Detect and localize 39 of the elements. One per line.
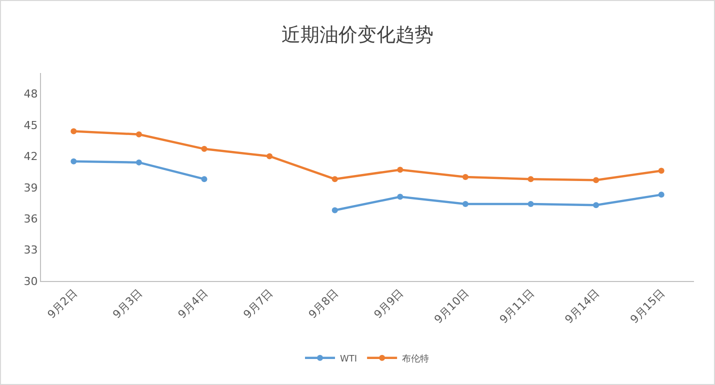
- point: [332, 176, 338, 182]
- y-tick-label: 30: [24, 274, 38, 288]
- x-tick-label: 9月8日: [306, 286, 341, 322]
- x-tick-label: 9月14日: [562, 286, 602, 326]
- y-tick-label: 45: [24, 118, 38, 132]
- point: [201, 146, 208, 152]
- point: [70, 128, 77, 134]
- y-tick-label: 33: [24, 244, 38, 257]
- point: [201, 176, 208, 182]
- point: [658, 192, 664, 198]
- point: [70, 158, 77, 164]
- point: [266, 153, 273, 160]
- point: [593, 177, 600, 184]
- y-tick-label: 36: [24, 212, 38, 226]
- point: [397, 194, 404, 200]
- x-tick-label: 9月9日: [372, 286, 406, 322]
- point: [136, 159, 142, 166]
- x-tick-label: 9月3日: [110, 286, 145, 322]
- x-tick-label: 9月11日: [497, 286, 537, 326]
- y-tick-label: 42: [24, 150, 38, 164]
- legend-label: 布伦特: [402, 353, 430, 364]
- x-tick-label: 9月10日: [432, 286, 472, 326]
- point: [528, 201, 534, 208]
- point: [332, 207, 338, 214]
- point: [593, 202, 600, 208]
- x-tick-label: 9月7日: [240, 286, 276, 322]
- point: [658, 168, 664, 174]
- x-tick-label: 9月4日: [176, 286, 210, 322]
- legend-label: WTI: [340, 354, 358, 364]
- point: [462, 201, 468, 208]
- chart-title: 近期油价变化趋势: [282, 24, 434, 46]
- point: [462, 174, 468, 180]
- x-tick-label: 9月15日: [628, 286, 668, 326]
- x-tick-label: 9月2日: [45, 286, 80, 322]
- point: [528, 176, 534, 182]
- y-tick-label: 48: [24, 88, 38, 101]
- point: [397, 166, 404, 173]
- y-tick-label: 39: [24, 181, 38, 194]
- point: [136, 131, 142, 138]
